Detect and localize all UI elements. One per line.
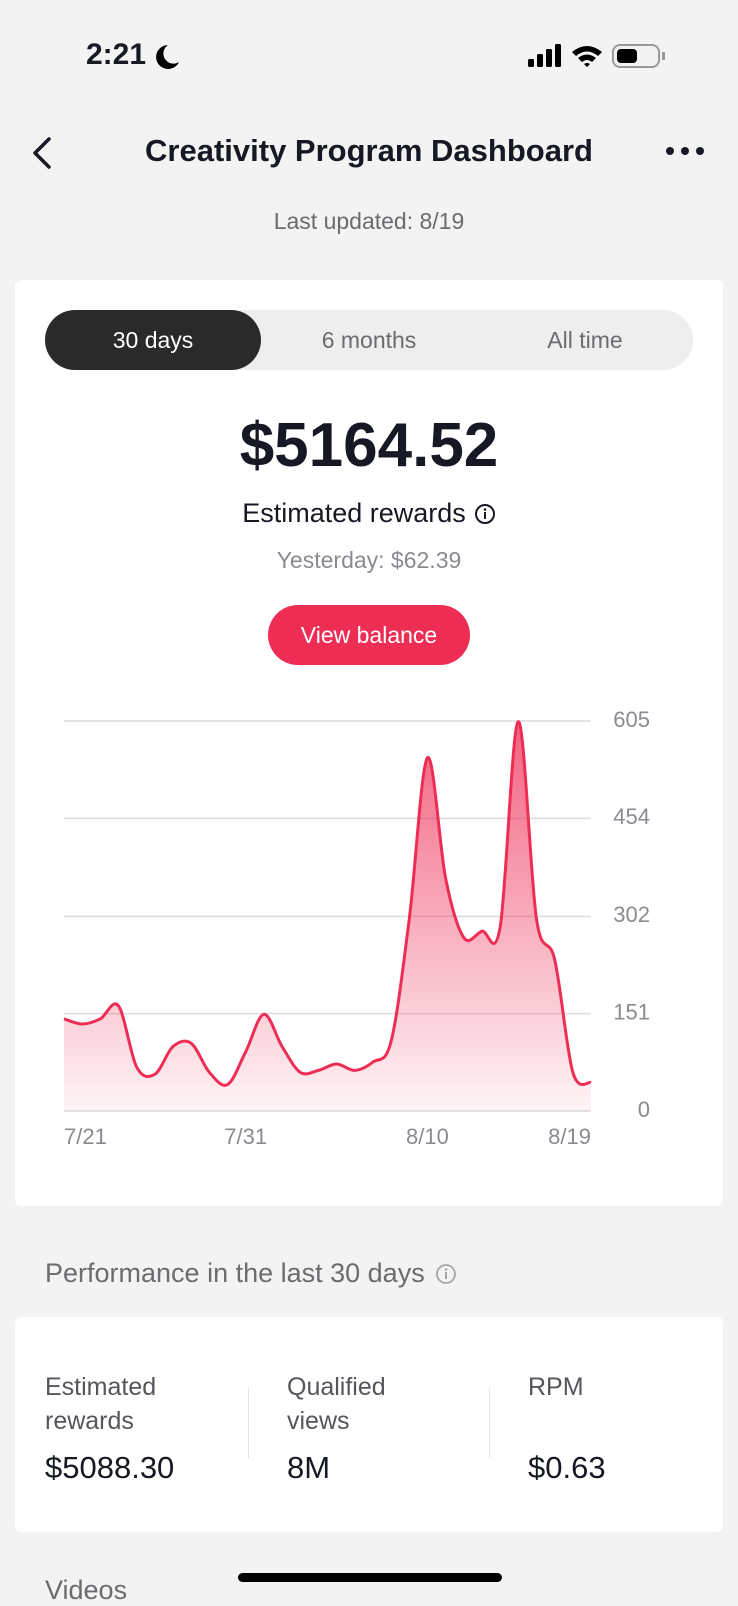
metric: Estimated rewards $5088.30: [45, 1370, 245, 1486]
divider: [248, 1388, 249, 1458]
y-tick-label: 151: [613, 999, 650, 1024]
x-tick-label: 8/10: [406, 1124, 449, 1149]
page-title: Creativity Program Dashboard: [145, 133, 593, 168]
metric-label: Qualified views: [287, 1373, 386, 1435]
tab[interactable]: 6 months: [321, 326, 417, 353]
moon-icon: [156, 45, 179, 69]
more-button[interactable]: [665, 145, 705, 157]
x-tick-label: 8/19: [548, 1124, 591, 1149]
metric: Qualified views 8M: [287, 1370, 437, 1486]
metric-value: 8M: [287, 1450, 331, 1485]
x-tick-label: 7/31: [224, 1124, 267, 1149]
tab[interactable]: All time: [547, 326, 623, 353]
info-icon[interactable]: [435, 1263, 457, 1285]
y-tick-label: 605: [613, 707, 650, 732]
y-tick-label: 454: [613, 804, 650, 829]
view-balance-button[interactable]: View balance: [268, 605, 470, 665]
y-tick-label: 0: [638, 1097, 650, 1122]
last-updated: Last updated: 8/19: [273, 208, 465, 234]
y-tick-label: 302: [613, 902, 650, 927]
back-button[interactable]: [30, 136, 54, 170]
info-icon[interactable]: [474, 503, 496, 525]
status-icons: [528, 44, 665, 68]
rewards-label: Estimated rewards: [242, 498, 466, 528]
home-indicator: [238, 1573, 502, 1582]
rewards-chart: 0 151 302 454 605 7/21 7/31 8/10 8/19: [63, 707, 650, 1149]
yesterday: Yesterday: $62.39: [276, 547, 462, 573]
period-tabs: 30 days 6 months All time: [45, 310, 693, 370]
metric-value: $5088.30: [45, 1450, 175, 1485]
performance-card: [15, 1317, 723, 1532]
metric-label: RPM: [528, 1373, 584, 1401]
metric-value: $0.63: [528, 1450, 606, 1485]
videos-title: Videos: [45, 1575, 128, 1605]
section-title: Performance in the last 30 days: [45, 1258, 425, 1288]
line: [63, 720, 592, 1087]
total-amount: $5164.52: [239, 411, 499, 480]
metric-label: Estimated rewards: [45, 1373, 157, 1435]
status-time: 2:21: [86, 38, 147, 71]
area: [64, 721, 591, 1111]
divider: [489, 1388, 490, 1458]
x-tick-label: 7/21: [64, 1124, 107, 1149]
metric: RPM $0.63: [528, 1370, 728, 1486]
tab[interactable]: 30 days: [45, 310, 261, 370]
